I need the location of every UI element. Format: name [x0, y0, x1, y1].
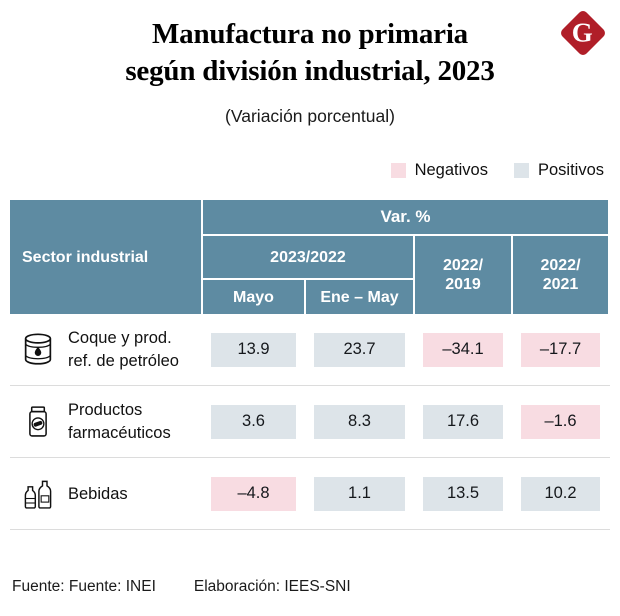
data-table: Sector industrial Var. % 2023/2022 2022/… [10, 200, 610, 531]
column-header-2022-2019-line1: 2022/ [442, 257, 484, 275]
table-cell: –4.8 [203, 458, 304, 529]
negative-swatch-icon [390, 163, 406, 179]
sector-label: Bebidas [68, 483, 128, 505]
value-pill: 13.5 [423, 476, 503, 511]
footer: Fuente: Fuente: INEI Elaboración: IEES-S… [0, 578, 620, 616]
legend-item-positive: Positivos [513, 161, 604, 180]
table-cell: 23.7 [306, 314, 413, 385]
sector-cell-coque: Coque y prod. ref. de petróleo [10, 327, 201, 372]
table-cell: –17.7 [513, 314, 608, 385]
page-title: Manufactura no primaria según división i… [0, 16, 620, 90]
table-cell: 10.2 [513, 458, 608, 529]
sector-label-line1: Productos [68, 401, 143, 420]
table-cell: 17.6 [415, 386, 511, 457]
table-cell: 13.9 [203, 314, 304, 385]
table-cell: 13.5 [415, 458, 511, 529]
column-header-mayo: Mayo [203, 280, 304, 315]
sector-label-line1: Bebidas [68, 484, 128, 503]
table-cell: –1.6 [513, 386, 608, 457]
value-pill: –4.8 [211, 476, 296, 511]
sector-label-line1: Coque y prod. [68, 329, 172, 348]
column-header-2022-2021-line2: 2021 [542, 276, 579, 294]
elaboration-text: Elaboración: IEES-SNI [193, 578, 351, 595]
sector-cell-bebidas: Bebidas [10, 474, 201, 514]
value-pill: 3.6 [211, 404, 296, 439]
value-pill: –1.6 [521, 404, 600, 439]
column-header-2022-2021: 2022/ 2021 [513, 236, 608, 315]
pharma-bottle-icon [18, 402, 58, 442]
value-pill: 8.3 [314, 404, 405, 439]
value-pill: 23.7 [314, 332, 405, 367]
legend-positive-label: Positivos [537, 161, 604, 180]
table-cell: 3.6 [203, 386, 304, 457]
column-header-2023-2022: 2023/2022 [203, 236, 413, 279]
table-cell: –34.1 [415, 314, 511, 385]
table-row: Productos farmacéuticos 3.6 8.3 17.6 –1.… [10, 386, 610, 459]
value-pill: 13.9 [211, 332, 296, 367]
sector-label: Coque y prod. ref. de petróleo [68, 327, 179, 372]
legend-negative-label: Negativos [414, 161, 488, 180]
value-pill: –17.7 [521, 332, 600, 367]
sector-cell-farmaceuticos: Productos farmacéuticos [10, 399, 201, 444]
value-pill: 10.2 [521, 476, 600, 511]
oil-barrel-icon [18, 330, 58, 370]
column-header-2022-2021-line1: 2022/ [540, 257, 581, 275]
table-row: Bebidas –4.8 1.1 13.5 10.2 [10, 458, 610, 531]
sector-label-line2: farmacéuticos [68, 423, 171, 442]
value-pill: 17.6 [423, 404, 503, 439]
value-pill: –34.1 [423, 332, 503, 367]
title-line-2: según división industrial, 2023 [125, 55, 495, 88]
sector-label-line2: ref. de petróleo [68, 351, 179, 370]
value-pill: 1.1 [314, 476, 405, 511]
source-text: Fuente: Fuente: INEI [12, 578, 156, 595]
legend: Negativos Positivos [0, 161, 620, 180]
positive-swatch-icon [513, 163, 529, 179]
table-row: Coque y prod. ref. de petróleo 13.9 23.7… [10, 314, 610, 387]
sector-label: Productos farmacéuticos [68, 399, 171, 444]
column-header-2022-2019-line2: 2019 [445, 276, 481, 294]
legend-item-negative: Negativos [390, 161, 488, 180]
title-line-1: Manufactura no primaria [152, 18, 468, 50]
table-cell: 8.3 [306, 386, 413, 457]
column-header-ene-may: Ene – May [306, 280, 413, 315]
subtitle: (Variación porcentual) [225, 106, 395, 127]
column-header-2022-2019: 2022/ 2019 [415, 236, 511, 315]
table-header: Sector industrial Var. % 2023/2022 2022/… [10, 200, 610, 315]
table-cell: 1.1 [306, 458, 413, 529]
column-header-sector: Sector industrial [10, 200, 201, 315]
column-header-var-pct: Var. % [203, 200, 608, 235]
beverage-bottles-icon [18, 474, 58, 514]
logo-letter: G [572, 17, 594, 48]
